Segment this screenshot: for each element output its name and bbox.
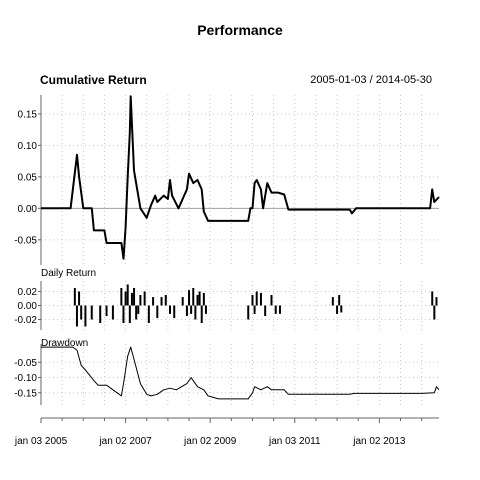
date-range-label: 2005-01-03 / 2014-05-30 [310,74,432,86]
y-tick-label: -0.05 [14,358,37,369]
drawdown-panel: -0.05 -0.10 -0.15 [14,344,440,405]
y-tick-label: 0.02 [18,287,38,298]
x-tick-label: jan 03 2011 [268,436,321,447]
daily-return-panel: 0.02 0.00 -0.02 [14,281,439,330]
x-tick-label: jan 02 2009 [183,436,237,447]
y-tick-label: 0.00 [18,204,38,215]
drawdown-line [41,346,440,400]
panel-title-cumulative: Cumulative Return [40,73,147,87]
y-tick-label: -0.15 [14,388,37,399]
y-tick-label: -0.10 [14,373,37,384]
y-tick-label: 0.05 [18,172,38,183]
x-tick-label: jan 03 2005 [14,436,68,447]
panel-title-drawdown: Drawdown [41,338,88,349]
y-tick-label: -0.02 [14,315,37,326]
y-tick-label: 0.10 [18,141,38,152]
x-tick-label: jan 02 2007 [98,436,152,447]
figure-title: Performance [197,22,283,38]
y-tick-label: -0.05 [14,235,37,246]
y-tick-label: 0.00 [18,301,38,312]
x-axis: jan 03 2005 jan 02 2007 jan 02 2009 jan 03 … [14,417,439,447]
x-tick-label: jan 02 2013 [352,436,406,447]
cumulative-return-line [41,95,440,260]
panel-title-daily: Daily Return [41,268,96,279]
y-tick-label: 0.15 [18,109,38,120]
cumulative-return-panel: 0.15 0.10 0.05 0.00 -0.05 [14,95,440,265]
